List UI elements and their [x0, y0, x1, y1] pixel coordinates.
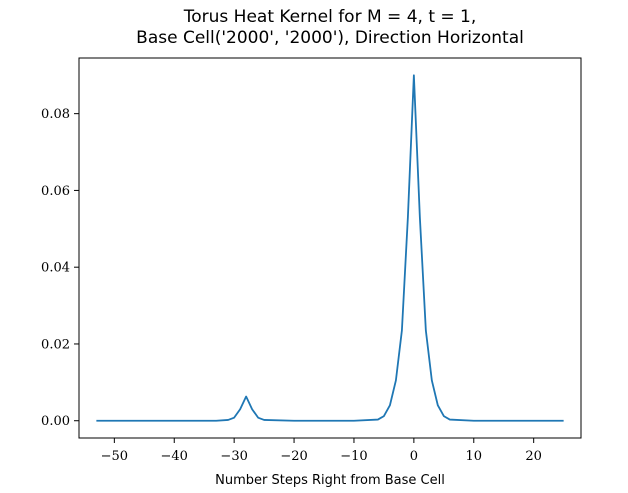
x-tick-label: 20	[525, 449, 542, 464]
chart-title: Torus Heat Kernel for M = 4, t = 1,Base …	[136, 7, 524, 48]
x-tick-label: −10	[340, 449, 367, 464]
x-tick-label: 10	[465, 449, 482, 464]
y-axis: 0.00 0.02 0.04 0.06 0.08	[41, 107, 79, 429]
series-line	[96, 74, 564, 422]
y-tick-label: 0.02	[41, 337, 70, 352]
chart-title-line: Torus Heat Kernel for M = 4, t = 1,	[183, 7, 477, 27]
y-tick-label: 0.06	[41, 184, 70, 199]
chart-title-line: Base Cell('2000', '2000'), Direction Hor…	[136, 28, 524, 48]
x-tick-label: −30	[220, 449, 247, 464]
x-tick-label: −20	[280, 449, 307, 464]
x-tick-label: −50	[101, 449, 128, 464]
y-tick-label: 0.00	[41, 414, 70, 429]
y-tick-label: 0.04	[41, 261, 70, 276]
plot-area-frame	[78, 57, 582, 439]
y-tick-label: 0.08	[41, 107, 70, 122]
x-axis-label: Number Steps Right from Base Cell	[215, 473, 445, 488]
x-tick-label: −40	[161, 449, 188, 464]
x-axis: −50 −40 −30 −20 −10 0 10 20	[101, 438, 542, 464]
x-tick-label: 0	[410, 449, 418, 464]
